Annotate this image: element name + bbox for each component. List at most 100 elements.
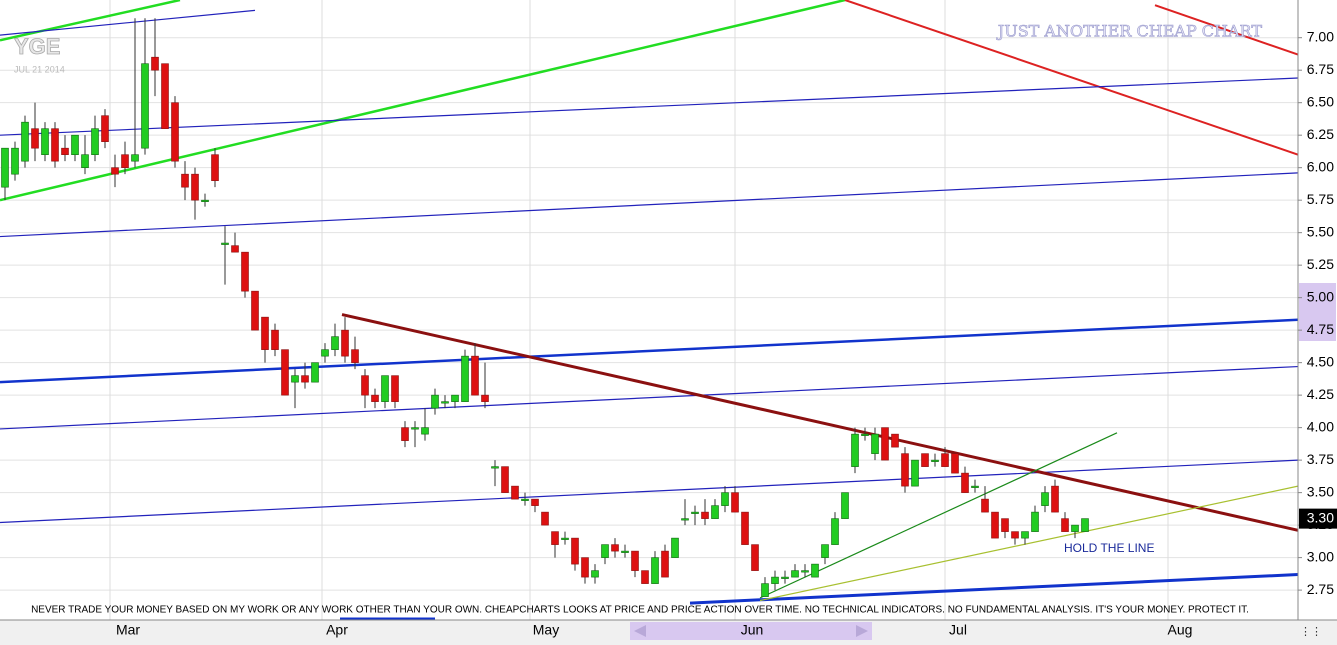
candle-body (511, 485, 519, 500)
trendline (0, 0, 846, 202)
candle-body (531, 498, 539, 506)
candle-body (161, 63, 169, 129)
candle-body (561, 537, 569, 540)
candle-body (771, 576, 779, 584)
candle-body (181, 173, 189, 188)
y-tick-label: 4.75 (1307, 321, 1334, 337)
candle-body (741, 511, 749, 545)
candle-body (291, 375, 299, 383)
trendline (0, 365, 1299, 430)
candle-body (981, 498, 989, 513)
candle-body (211, 154, 219, 181)
candle-body (241, 251, 249, 292)
candle-body (1051, 485, 1059, 513)
y-tick-label: 4.50 (1307, 353, 1334, 369)
candle-body (731, 492, 739, 513)
candle-body (441, 401, 449, 404)
candle-body (591, 570, 599, 578)
candle-body (641, 570, 649, 584)
x-tick-label: Jun (741, 622, 764, 638)
trendline (759, 432, 1118, 599)
candle-body (1011, 531, 1019, 539)
x-tick-label: May (533, 622, 559, 638)
candle-body (651, 557, 659, 584)
candle-body (681, 518, 689, 521)
y-tick-label: 3.75 (1307, 451, 1334, 467)
candle-body (801, 570, 809, 573)
axis-menu[interactable]: ⋮⋮ (1300, 626, 1322, 638)
candle-body (311, 362, 319, 383)
candle-body (471, 355, 479, 396)
trendline (0, 77, 1299, 136)
candle-body (901, 453, 909, 487)
disclaimer: NEVER TRADE YOUR MONEY BASED ON MY WORK … (31, 605, 1249, 616)
candle-body (1081, 518, 1089, 532)
candle-body (831, 518, 839, 545)
y-tick-label: 5.25 (1307, 256, 1334, 272)
candle-body (221, 242, 229, 245)
candle-body (671, 537, 679, 558)
y-tick-label: 3.00 (1307, 548, 1334, 564)
trendline (844, 0, 1299, 156)
x-tick-label: Aug (1168, 622, 1193, 638)
candle-body (491, 466, 499, 469)
trendline (0, 318, 1299, 384)
candle-body (581, 557, 589, 578)
scroll-thumb[interactable] (630, 622, 872, 640)
candle-body (761, 583, 769, 597)
x-tick-label: Apr (326, 622, 348, 638)
candles (1, 18, 1089, 597)
candle-body (1041, 492, 1049, 506)
y-tick-label: 6.00 (1307, 158, 1334, 174)
candle-body (971, 485, 979, 488)
candle-body (21, 121, 29, 162)
candle-body (1, 147, 9, 188)
trendline (689, 573, 1299, 605)
candle-body (751, 544, 759, 571)
candle-body (521, 498, 529, 501)
candle-body (811, 563, 819, 578)
candle-body (891, 433, 899, 448)
last-price-label: 3.30 (1307, 509, 1334, 525)
candle-body (431, 394, 439, 409)
candle-body (351, 349, 359, 363)
candle-body (921, 453, 929, 467)
candle-body (341, 329, 349, 357)
candle-body (861, 433, 869, 436)
y-tick-label: 6.75 (1307, 61, 1334, 77)
candle-body (231, 245, 239, 253)
candle-body (691, 511, 699, 514)
candle-body (111, 167, 119, 175)
candle-body (961, 472, 969, 493)
candle-body (951, 453, 959, 474)
candle-body (821, 544, 829, 558)
y-tick-label: 5.00 (1307, 288, 1334, 304)
candle-body (251, 290, 259, 331)
trendline (0, 0, 181, 42)
y-tick-label: 4.25 (1307, 386, 1334, 402)
scroll-right[interactable] (856, 625, 868, 637)
candle-body (401, 427, 409, 441)
candle-body (171, 102, 179, 162)
candle-body (721, 492, 729, 506)
x-tick-label: Jul (949, 622, 967, 638)
x-tick-label: Mar (116, 622, 140, 638)
symbol: YGE (14, 34, 60, 59)
candle-body (51, 128, 59, 162)
candle-body (361, 375, 369, 396)
y-tick-label: 5.75 (1307, 191, 1334, 207)
y-tick-label: 5.50 (1307, 223, 1334, 239)
trendline (759, 485, 1299, 602)
candle-body (331, 336, 339, 350)
candle-body (851, 433, 859, 467)
candle-body (541, 511, 549, 526)
candle-body (121, 154, 129, 168)
chart-title: JUST ANOTHER CHEAP CHART (996, 22, 1263, 41)
candle-body (881, 427, 889, 461)
candle-body (61, 147, 69, 155)
scroll-left[interactable] (634, 625, 646, 637)
candle-body (71, 134, 79, 155)
y-axis: 7.00 6.75 6.50 6.25 6.00 5.75 5.50 5.25 5.00 4.75… (1298, 28, 1337, 597)
candle-body (191, 173, 199, 201)
